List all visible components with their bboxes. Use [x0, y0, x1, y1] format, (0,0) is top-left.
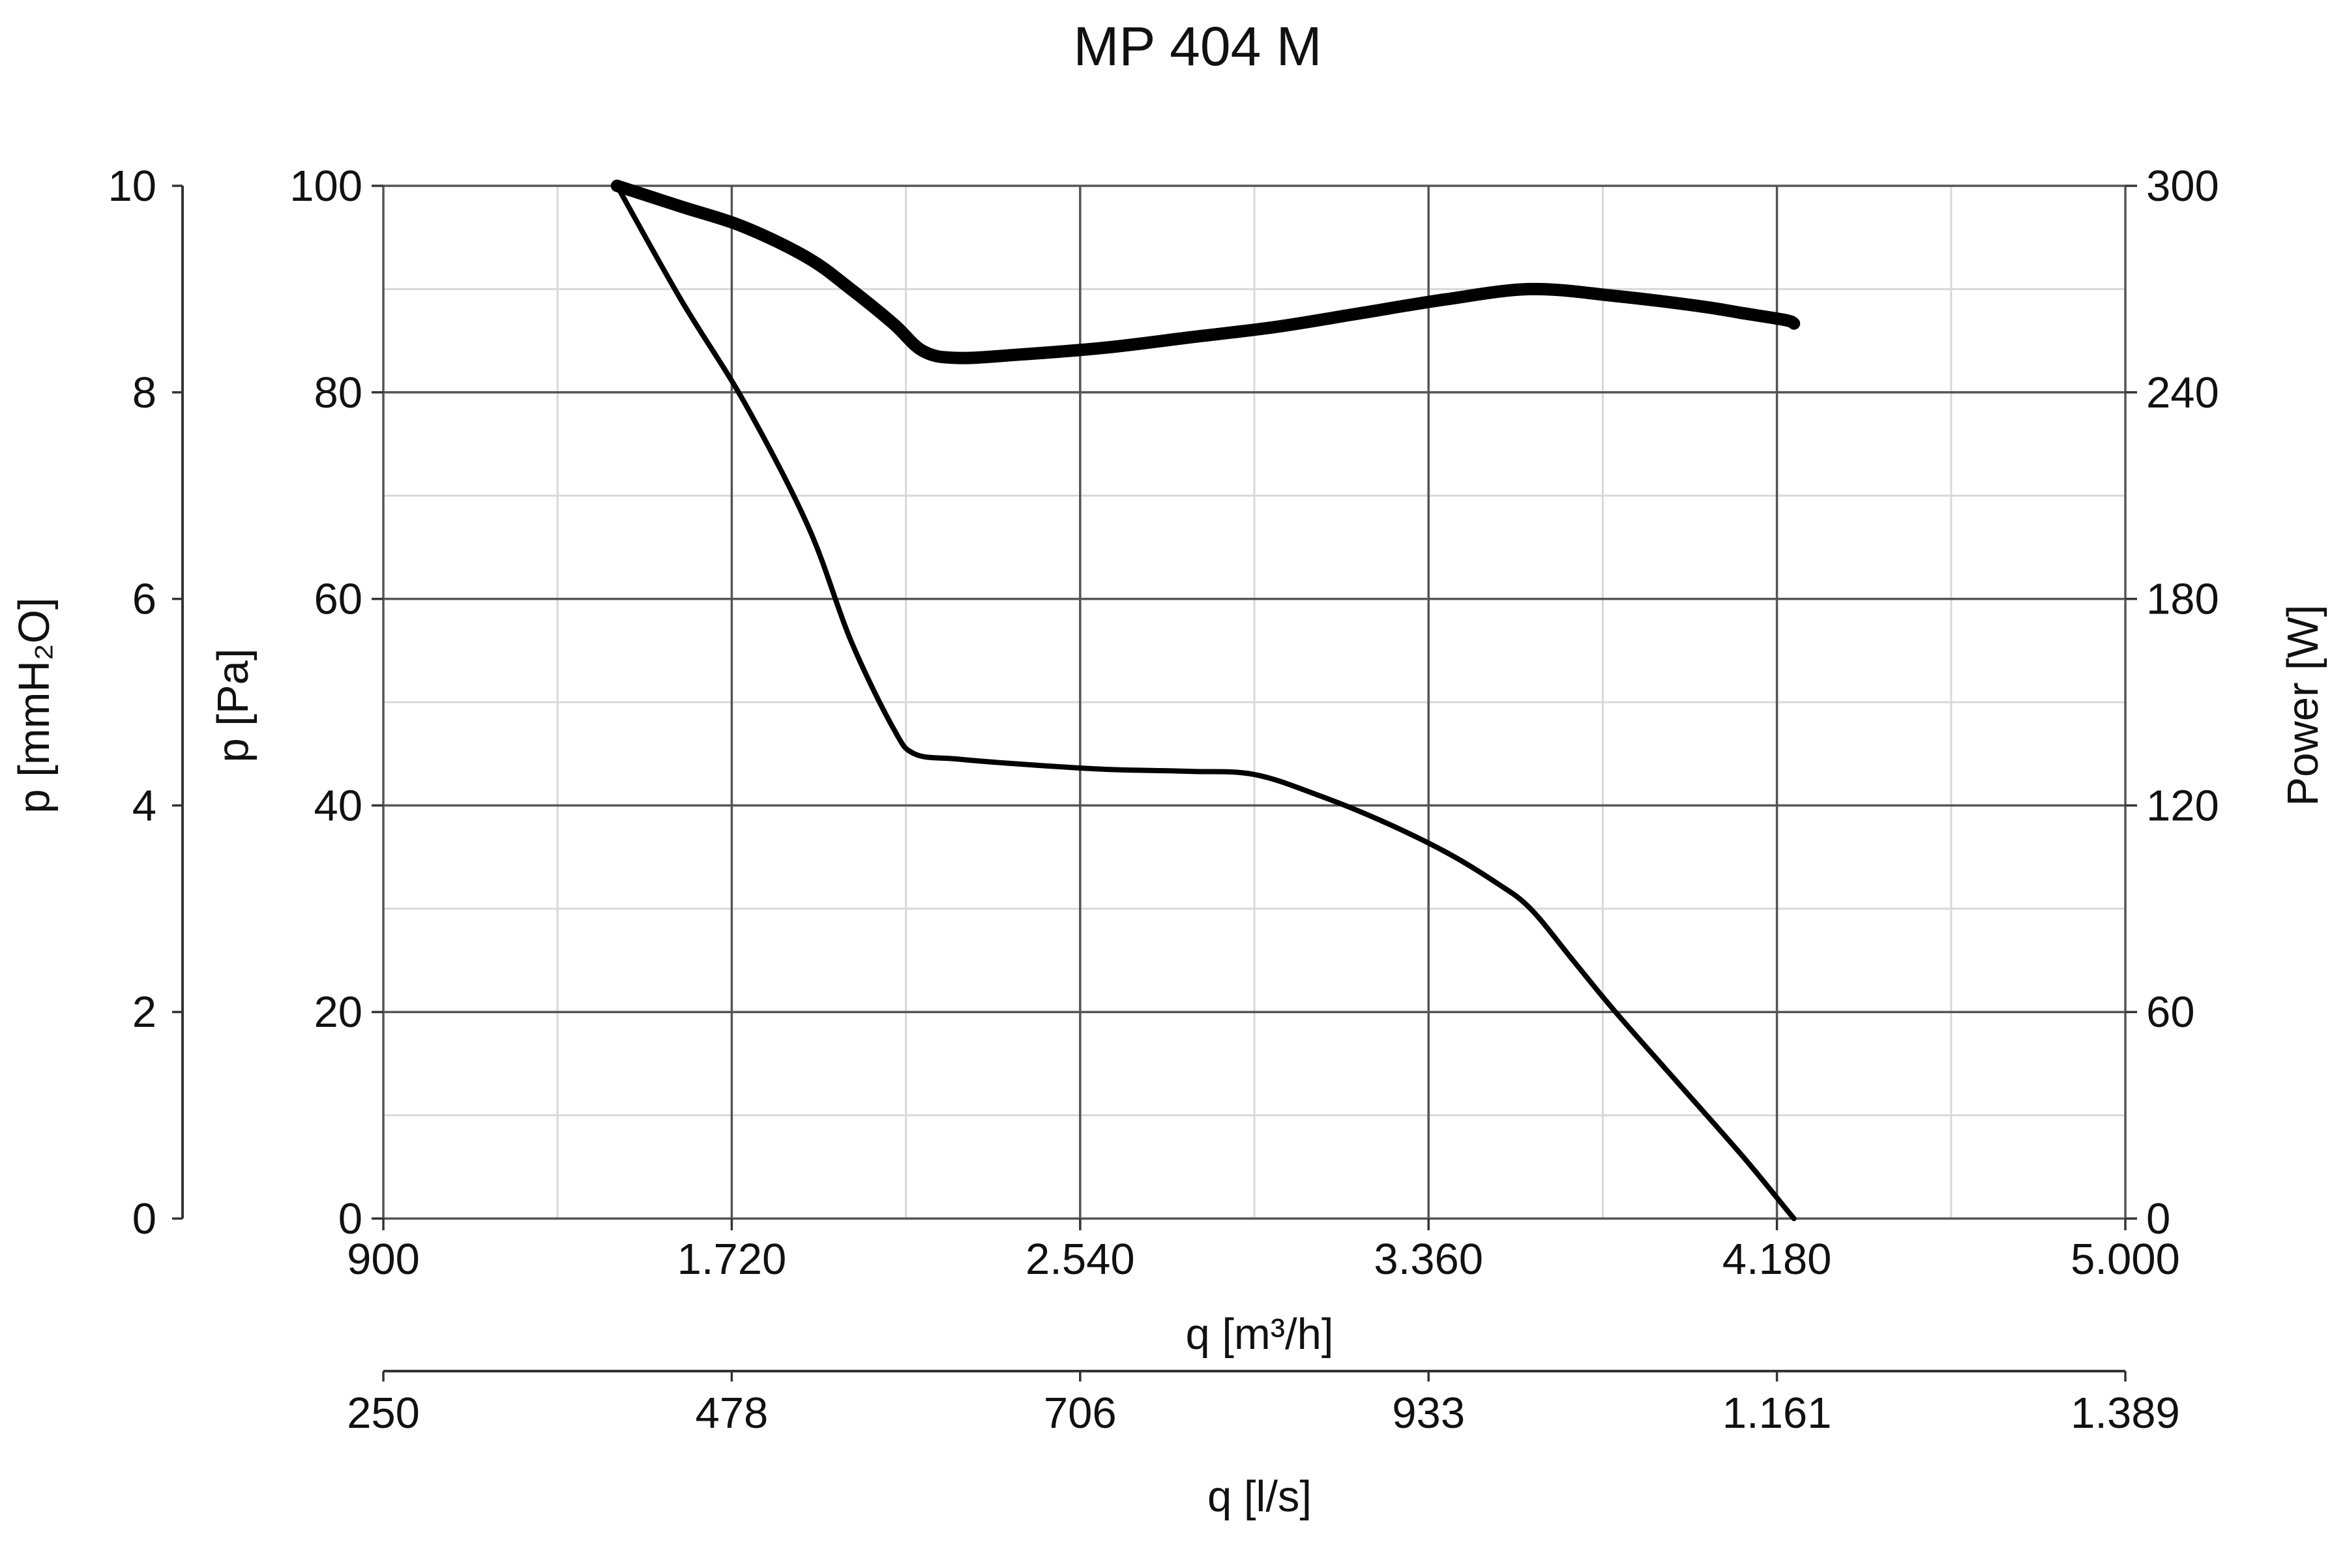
series-layer: [610, 179, 1801, 1221]
y-right-tick-label: 240: [2146, 368, 2219, 417]
x-tick-label: 900: [347, 1235, 420, 1284]
y-left-secondary-tick-label: 0: [132, 1194, 156, 1243]
x-secondary-tick-label: 478: [696, 1389, 769, 1438]
y-right-tick-label: 60: [2146, 988, 2195, 1037]
x-secondary-tick-label: 706: [1044, 1389, 1117, 1438]
y-left-secondary-tick-label: 6: [132, 575, 156, 624]
y-axis-right-title: Power [W]: [2279, 605, 2327, 806]
x-axis-title: q [m³/h]: [1185, 1310, 1333, 1359]
y-left-secondary-tick-label: 10: [108, 162, 156, 211]
pressure-curve: [614, 183, 1797, 1221]
grid-layer: [382, 185, 2127, 1220]
y-axis-left-secondary-title: p [mmH₂O]: [10, 597, 59, 813]
x-tick-label: 1.720: [677, 1235, 787, 1284]
x-secondary-tick-label: 933: [1392, 1389, 1465, 1438]
y-left-tick-label: 60: [314, 575, 362, 624]
y-left-tick-label: 40: [314, 781, 362, 830]
chart-title: MP 404 M: [1073, 16, 1321, 77]
x-tick-label: 3.360: [1374, 1235, 1483, 1284]
y-left-secondary-tick-label: 8: [132, 368, 156, 417]
y-left-tick-label: 100: [289, 162, 362, 211]
x-axis-secondary-title: q [l/s]: [1207, 1472, 1312, 1521]
axes-layer: [172, 185, 2137, 1382]
y-left-secondary-tick-label: 2: [132, 988, 156, 1037]
y-left-tick-label: 20: [314, 988, 362, 1037]
power-curve: [610, 179, 1801, 364]
y-right-tick-label: 120: [2146, 781, 2219, 830]
x-secondary-tick-label: 1.161: [1722, 1389, 1832, 1438]
y-right-tick-label: 180: [2146, 575, 2219, 624]
y-left-tick-label: 0: [338, 1194, 362, 1243]
x-secondary-tick-label: 250: [347, 1389, 420, 1438]
y-left-secondary-tick-label: 4: [132, 781, 156, 830]
x-secondary-tick-label: 1.389: [2071, 1389, 2180, 1438]
x-tick-label: 5.000: [2071, 1235, 2180, 1284]
labels-layer: MP 404 M q [m³/h] q [l/s] p [Pa] p [mmH₂…: [10, 16, 2327, 1521]
y-left-tick-label: 80: [314, 368, 362, 417]
y-axis-left-title: p [Pa]: [209, 648, 258, 762]
x-tick-label: 2.540: [1026, 1235, 1135, 1284]
x-tick-label: 4.180: [1722, 1235, 1832, 1284]
y-right-tick-label: 0: [2146, 1194, 2170, 1243]
y-right-tick-label: 300: [2146, 162, 2219, 211]
